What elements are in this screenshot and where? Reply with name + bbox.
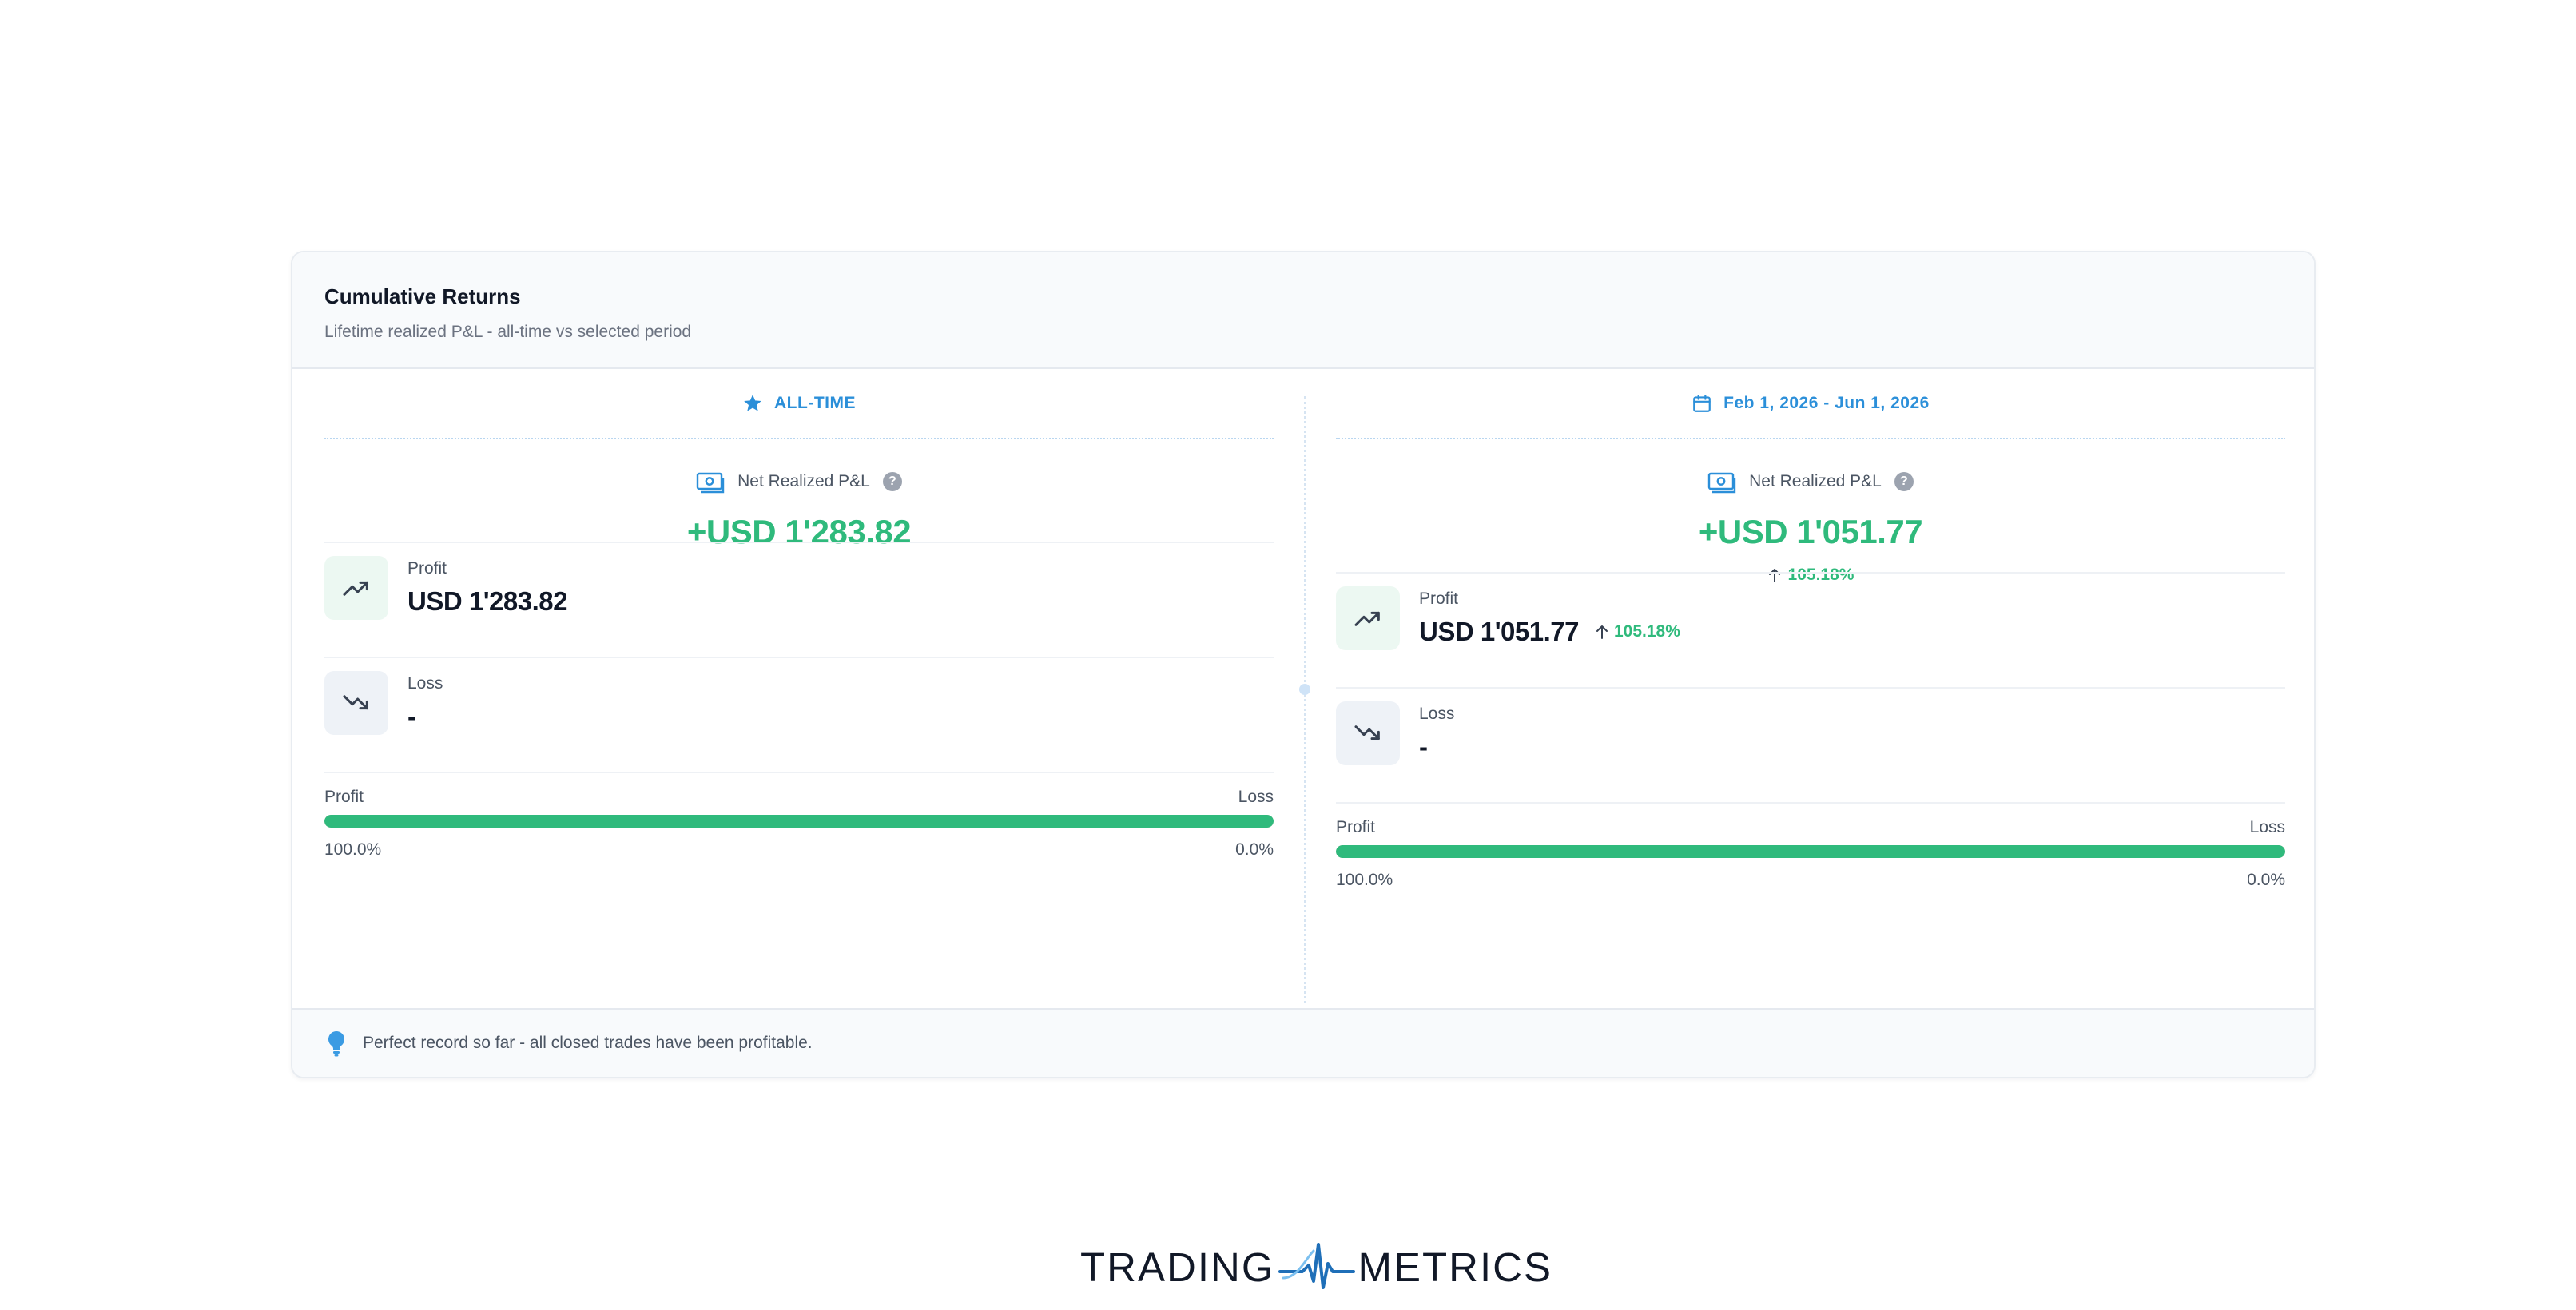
card-title: Cumulative Returns (324, 284, 521, 308)
profit-loss-ratio: Profit Loss 100.0% 0.0% (324, 788, 1274, 859)
separator (324, 542, 1274, 543)
ratio-profit-pct: 100.0% (1336, 871, 1393, 889)
star-icon (744, 395, 761, 411)
period-header: Feb 1, 2026 - Jun 1, 2026 (1336, 369, 2285, 439)
all-time-header: ALL-TIME (324, 369, 1274, 439)
net-pnl-label: Net Realized P&L (1749, 472, 1882, 490)
period-column: Feb 1, 2026 - Jun 1, 2026 Net Realized P… (1336, 369, 2285, 989)
profit-value: USD 1'283.82 (407, 586, 567, 616)
separator (1336, 687, 2285, 689)
trending-down-icon (1336, 701, 1400, 765)
net-pnl-label: Net Realized P&L (737, 472, 870, 490)
trending-up-icon (324, 556, 388, 620)
profit-loss-ratio: Profit Loss 100.0% 0.0% (1336, 818, 2285, 890)
brand-text-right: METRICS (1358, 1244, 1552, 1290)
loss-value: - (407, 701, 416, 731)
brand-logo: TRADING METRICS (1080, 1235, 1552, 1299)
period-header-label: Feb 1, 2026 - Jun 1, 2026 (1723, 394, 1930, 412)
all-time-column: ALL-TIME Net Realized P&L ? +USD 1'283.8… (324, 369, 1274, 989)
card-header: Cumulative Returns Lifetime realized P&L… (292, 252, 2314, 369)
ratio-bar-fill (1336, 845, 2285, 858)
calendar-icon (1693, 395, 1711, 412)
all-time-header-label: ALL-TIME (774, 394, 856, 412)
ratio-loss-pct: 0.0% (1235, 840, 1274, 859)
separator (1336, 802, 2285, 804)
profit-label: Profit (1419, 590, 1459, 608)
trending-down-icon (324, 671, 388, 735)
waveform-icon (1278, 1243, 1355, 1289)
profit-value: USD 1'051.77 105.18% (1419, 617, 1680, 646)
separator (324, 657, 1274, 658)
ratio-bar-fill (324, 815, 1274, 828)
cumulative-returns-card: Cumulative Returns Lifetime realized P&L… (291, 251, 2316, 1078)
brand-text-left: TRADING (1080, 1244, 1275, 1290)
arrow-up-icon (1596, 625, 1608, 639)
ratio-loss-pct: 0.0% (2247, 871, 2285, 889)
net-pnl-value: +USD 1'283.82 (686, 513, 912, 550)
net-pnl-value: +USD 1'051.77 (1698, 513, 1923, 550)
money-icon (696, 472, 725, 494)
ratio-bar (1336, 845, 2285, 858)
separator (324, 772, 1274, 773)
profit-change: 105.18% (1595, 622, 1680, 641)
profit-label: Profit (407, 559, 447, 578)
ratio-profit-label: Profit (1336, 818, 1376, 836)
separator (1336, 572, 2285, 574)
trending-up-icon (1336, 586, 1400, 650)
help-icon[interactable]: ? (1894, 472, 1914, 491)
footer-message: Perfect record so far - all closed trade… (363, 1034, 813, 1052)
help-icon[interactable]: ? (882, 472, 902, 491)
profit-row: Profit USD 1'051.77 105.18% (1336, 586, 2285, 652)
net-pnl-block: Net Realized P&L ? +USD 1'283.82 (324, 468, 1274, 551)
ratio-loss-label: Loss (1238, 788, 1274, 806)
ratio-profit-label: Profit (324, 788, 364, 806)
loss-label: Loss (407, 674, 443, 693)
loss-row: Loss - (324, 671, 1274, 736)
arrow-up-icon (1768, 569, 1780, 582)
loss-value: - (1419, 732, 1428, 761)
ratio-loss-label: Loss (2249, 818, 2285, 836)
profit-row: Profit USD 1'283.82 (324, 556, 1274, 621)
money-icon (1707, 472, 1736, 494)
lightbulb-icon (328, 1031, 344, 1057)
ratio-bar (324, 815, 1274, 828)
loss-label: Loss (1419, 705, 1455, 723)
ratio-profit-pct: 100.0% (324, 840, 382, 859)
card-subtitle: Lifetime realized P&L - all-time vs sele… (324, 323, 692, 341)
loss-row: Loss - (1336, 701, 2285, 767)
column-divider-dot (1299, 684, 1310, 695)
net-pnl-block: Net Realized P&L ? +USD 1'051.77 105.18% (1336, 468, 2285, 585)
column-divider (1304, 396, 1306, 1003)
net-pnl-change: 105.18% (1336, 566, 2285, 585)
card-footer: Perfect record so far - all closed trade… (292, 1008, 2314, 1077)
